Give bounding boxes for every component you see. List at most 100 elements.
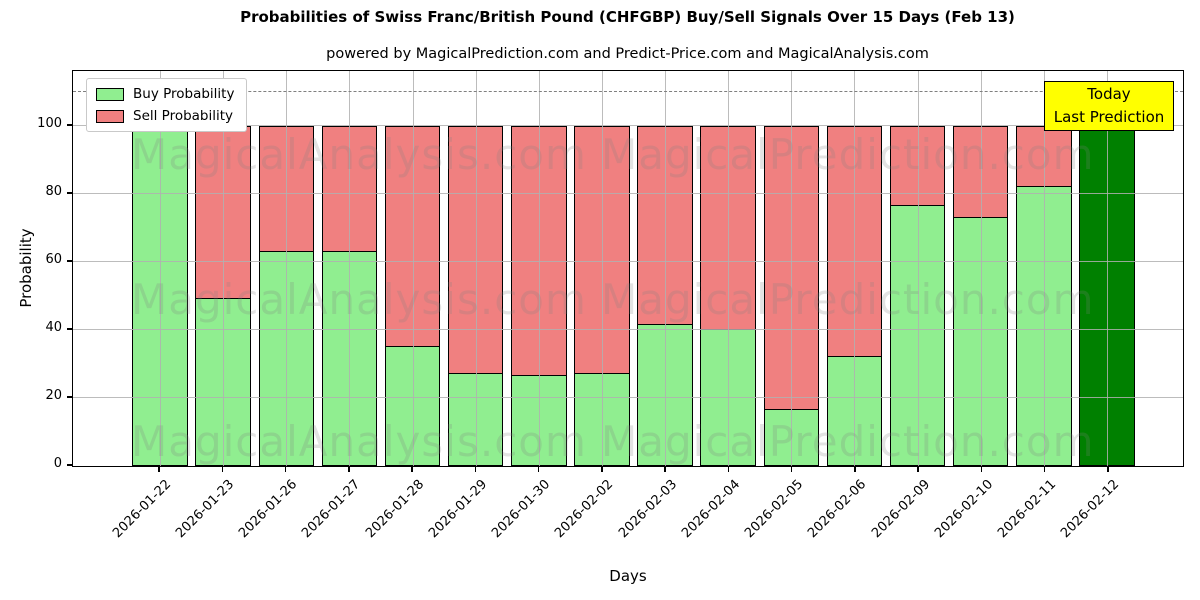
x-tick-label: 2026-01-29 xyxy=(426,477,491,542)
x-tick-mark xyxy=(601,467,603,472)
h-gridline xyxy=(73,193,1183,195)
bar-slot xyxy=(1075,71,1138,466)
x-tick-label: 2026-02-11 xyxy=(995,477,1060,542)
x-tick-mark xyxy=(537,467,540,472)
legend-label-buy: Buy Probability xyxy=(133,86,235,102)
v-gridline xyxy=(601,71,603,466)
today-annotation-line1: Today xyxy=(1087,84,1131,103)
legend: Buy Probability Sell Probability xyxy=(86,78,248,132)
bar-buy-segment xyxy=(763,408,820,466)
x-tick-mark xyxy=(790,467,793,472)
x-tick-label: 2026-01-26 xyxy=(236,477,301,542)
sell-color-swatch xyxy=(96,109,124,123)
bar-slot xyxy=(634,71,697,466)
x-tick-mark xyxy=(980,467,983,472)
v-gridline xyxy=(1043,71,1045,466)
y-tick-mark xyxy=(67,396,72,398)
bar-buy-segment xyxy=(1079,126,1135,466)
x-tick-mark xyxy=(664,467,666,472)
bar-buy-segment xyxy=(574,372,630,466)
plot-area: MagicalAnalysis.com MagicalPrediction.com… xyxy=(72,70,1184,467)
bar-slot xyxy=(129,71,192,466)
y-tick-label: 40 xyxy=(45,320,62,336)
v-gridline xyxy=(980,71,982,466)
x-tick-label: 2026-02-02 xyxy=(552,477,617,542)
x-tick-mark xyxy=(854,467,856,472)
x-tick-mark xyxy=(1043,467,1046,472)
v-gridline xyxy=(223,71,225,466)
bar-buy-segment xyxy=(132,126,188,466)
buy-color-swatch xyxy=(96,87,124,101)
x-tick-label: 2026-02-12 xyxy=(1058,477,1123,542)
bar-slot xyxy=(318,71,381,466)
bar-buy-segment xyxy=(258,250,315,466)
bar-sell-segment xyxy=(826,126,883,358)
bar-slot xyxy=(697,71,760,466)
today-annotation-line2: Last Prediction xyxy=(1053,108,1165,126)
y-tick-label: 20 xyxy=(45,388,62,404)
y-tick-mark xyxy=(67,328,72,330)
y-tick-label: 60 xyxy=(45,252,62,268)
x-tick-label: 2026-02-04 xyxy=(679,477,744,542)
x-tick-mark xyxy=(917,467,919,472)
bar-sell-segment xyxy=(952,126,1009,218)
x-tick-label: 2026-02-05 xyxy=(742,477,807,542)
v-gridline xyxy=(286,71,288,466)
x-tick-label: 2026-02-03 xyxy=(615,477,680,542)
bar-slot xyxy=(255,71,318,466)
v-gridline xyxy=(1106,71,1108,466)
bar-slot xyxy=(1012,71,1075,466)
v-gridline xyxy=(728,71,730,466)
bars-container xyxy=(73,71,1183,466)
bar-slot xyxy=(570,71,633,466)
bar-sell-segment xyxy=(889,126,946,206)
v-gridline xyxy=(917,71,919,466)
bar-buy-segment xyxy=(952,216,1009,466)
bar-buy-segment xyxy=(384,345,441,466)
bar-sell-segment xyxy=(637,126,693,325)
h-gridline xyxy=(73,125,1183,127)
bar-slot xyxy=(444,71,507,466)
x-tick-label: 2026-02-06 xyxy=(805,477,870,542)
y-tick-label: 80 xyxy=(45,184,62,200)
bar-buy-segment xyxy=(321,250,378,466)
x-tick-label: 2026-01-27 xyxy=(299,477,364,542)
v-gridline xyxy=(791,71,793,466)
v-gridline xyxy=(665,71,667,466)
x-tick-label: 2026-01-22 xyxy=(109,477,174,542)
v-gridline xyxy=(412,71,414,466)
bar-sell-segment xyxy=(384,126,441,347)
bar-sell-segment xyxy=(511,126,567,376)
x-tick-mark xyxy=(348,467,350,472)
bar-slot xyxy=(823,71,886,466)
y-tick-mark xyxy=(67,464,72,466)
bar-sell-segment xyxy=(574,126,630,375)
legend-item-sell: Sell Probability xyxy=(96,108,234,124)
v-gridline xyxy=(349,71,351,466)
y-tick-label: 100 xyxy=(37,116,62,132)
y-tick-mark xyxy=(67,124,72,126)
h-gridline xyxy=(73,261,1183,263)
y-tick-mark xyxy=(67,192,72,194)
x-tick-mark xyxy=(411,467,413,472)
bar-sell-segment xyxy=(763,126,820,410)
x-tick-mark xyxy=(284,467,287,472)
bar-buy-segment xyxy=(1016,185,1072,466)
x-tick-mark xyxy=(221,467,224,472)
watermark-text: MagicalPrediction.com xyxy=(601,417,1095,466)
bar-buy-segment xyxy=(447,372,504,466)
x-tick-label: 2026-02-10 xyxy=(931,477,997,542)
bar-buy-segment xyxy=(511,374,567,466)
x-tick-mark xyxy=(727,467,730,472)
x-tick-mark xyxy=(158,467,160,472)
watermark-text: MagicalAnalysis.com xyxy=(131,417,587,466)
bar-sell-segment xyxy=(700,126,756,330)
x-tick-label: 2026-01-28 xyxy=(362,477,427,542)
v-gridline xyxy=(160,71,162,466)
bar-buy-segment xyxy=(889,204,946,466)
v-gridline xyxy=(854,71,856,466)
y-tick-label: 0 xyxy=(53,456,62,471)
chart-title: Probabilities of Swiss Franc/British Pou… xyxy=(240,8,1015,26)
bar-slot xyxy=(507,71,570,466)
